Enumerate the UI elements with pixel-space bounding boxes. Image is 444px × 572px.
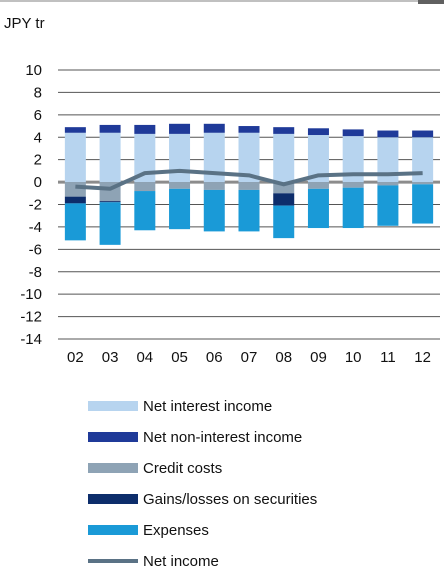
- bar-expenses-03: [99, 202, 121, 245]
- bar-net-interest-income-07: [238, 132, 260, 183]
- bar-expenses-11: [377, 185, 399, 226]
- bar-net-interest-income-10: [342, 136, 364, 183]
- bar-credit-costs-06: [203, 182, 225, 190]
- y-tick-label: -10: [20, 286, 42, 303]
- bar-credit-costs-07: [238, 182, 260, 190]
- legend-swatch: [88, 463, 138, 473]
- legend-label: Credit costs: [143, 460, 222, 477]
- bar-net-non-interest-income-08: [273, 127, 295, 134]
- bar-net-non-interest-income-04: [134, 124, 156, 134]
- x-tick-label: 09: [310, 349, 327, 366]
- bar-credit-costs-12: [412, 182, 434, 185]
- x-tick-label: 11: [380, 349, 396, 366]
- unit-label: JPY tr: [4, 15, 45, 32]
- y-tick-label: 8: [34, 84, 42, 101]
- bar-gains-losses-on-securities-03: [99, 201, 121, 203]
- x-tick-label: 03: [102, 349, 119, 366]
- bar-credit-costs-05: [169, 182, 191, 189]
- net-income-line-group: [75, 168, 423, 191]
- bar-net-interest-income-03: [99, 132, 121, 183]
- y-tick-label: 0: [34, 174, 42, 191]
- legend-swatch: [88, 494, 138, 504]
- bar-net-interest-income-06: [203, 132, 225, 183]
- bar-net-interest-income-02: [64, 132, 86, 183]
- bar-net-non-interest-income-05: [169, 123, 191, 134]
- legend-label: Net income: [143, 553, 219, 570]
- y-tick-label: 4: [34, 129, 42, 146]
- y-tick-label: -8: [29, 264, 42, 281]
- net-income-line: [75, 168, 423, 191]
- x-tick-label: 07: [241, 349, 258, 366]
- x-tick-label: 05: [171, 349, 188, 366]
- x-tick-label: 12: [414, 349, 431, 366]
- bar-net-non-interest-income-12: [412, 130, 434, 138]
- bar-net-non-interest-income-10: [342, 129, 364, 137]
- bar-credit-costs-08: [273, 182, 295, 194]
- legend-label: Expenses: [143, 522, 209, 539]
- bar-credit-costs-10: [342, 182, 364, 188]
- bar-net-interest-income-11: [377, 137, 399, 183]
- bar-expenses-04: [134, 191, 156, 231]
- y-tick-label: 6: [34, 107, 42, 124]
- x-tick-label: 10: [345, 349, 362, 366]
- legend: Net interest income Net non-interest inco…: [88, 398, 317, 570]
- bar-gains-losses-on-securities-08: [273, 193, 295, 206]
- bar-net-non-interest-income-02: [64, 127, 86, 133]
- bar-net-non-interest-income-06: [203, 123, 225, 133]
- y-tick-label: -12: [20, 309, 42, 326]
- bar-credit-costs-11: [377, 182, 399, 186]
- bar-net-non-interest-income-09: [307, 128, 329, 136]
- y-tick-label: -6: [29, 241, 42, 258]
- bar-net-interest-income-08: [273, 133, 295, 183]
- bar-expenses-05: [169, 188, 191, 230]
- bar-expenses-06: [203, 189, 225, 232]
- bar-expenses-12: [412, 184, 434, 224]
- legend-label: Net non-interest income: [143, 429, 302, 446]
- legend-label: Gains/losses on securities: [143, 491, 317, 508]
- y-tick-label: -14: [20, 331, 42, 348]
- bar-expenses-09: [307, 188, 329, 229]
- bar-net-interest-income-09: [307, 135, 329, 183]
- bar-expenses-07: [238, 189, 260, 232]
- x-tick-label: 04: [136, 349, 153, 366]
- x-tick-label: 08: [275, 349, 292, 366]
- bar-gains-losses-on-securities-02: [64, 196, 86, 204]
- bar-net-non-interest-income-03: [99, 124, 121, 133]
- x-axis: 02 03 04 05 06 07 08 09 10 11 12: [67, 349, 431, 366]
- legend-swatch: [88, 401, 138, 411]
- y-tick-label: 10: [25, 62, 42, 79]
- bar-net-non-interest-income-07: [238, 126, 260, 133]
- x-tick-label: 02: [67, 349, 84, 366]
- x-tick-label: 06: [206, 349, 223, 366]
- y-axis: 10 8 6 4 2 0 -2 -4 -6 -8 -10 -12 -14: [20, 62, 42, 348]
- bar-credit-costs-04: [134, 182, 156, 192]
- legend-swatch: [88, 432, 138, 442]
- bar-expenses-10: [342, 187, 364, 229]
- top-corner-mark: [418, 0, 444, 4]
- bar-expenses-08: [273, 205, 295, 239]
- bar-credit-costs-02: [64, 182, 86, 197]
- bar-net-interest-income-05: [169, 133, 191, 183]
- bar-net-non-interest-income-11: [377, 130, 399, 138]
- bar-expenses-02: [64, 203, 86, 241]
- y-tick-label: -2: [29, 197, 42, 214]
- legend-label: Net interest income: [143, 398, 272, 415]
- bar-net-interest-income-12: [412, 137, 434, 183]
- y-tick-label: -4: [29, 219, 42, 236]
- y-tick-label: 2: [34, 152, 42, 169]
- bar-net-interest-income-04: [134, 133, 156, 183]
- bar-credit-costs-09: [307, 182, 329, 189]
- legend-swatch: [88, 525, 138, 535]
